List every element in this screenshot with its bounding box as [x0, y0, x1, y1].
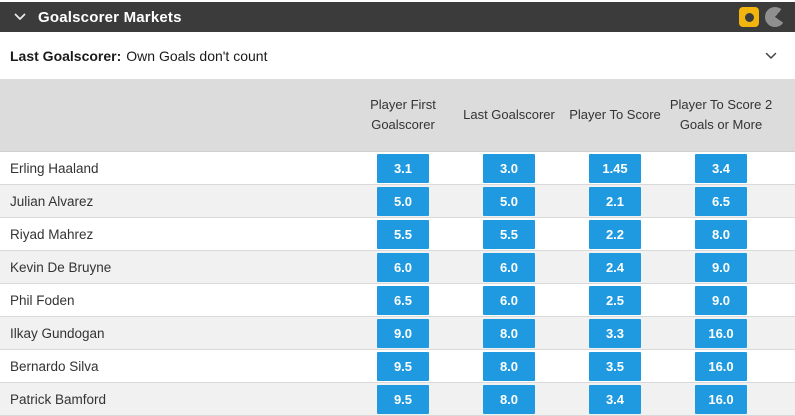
- odds-cell: 6.5: [668, 185, 774, 217]
- odds-button[interactable]: 16.0: [695, 384, 747, 414]
- table-row: Erling Haaland 3.1 3.0 1.45 3.4: [0, 152, 795, 185]
- odds-cell: 8.0: [456, 317, 562, 349]
- odds-button[interactable]: 3.3: [589, 318, 641, 348]
- odds-button[interactable]: 5.5: [483, 219, 535, 249]
- odds-cell: 3.0: [456, 152, 562, 184]
- column-header-4: Player To Score 2 Goals or More: [669, 97, 773, 132]
- expand-chevron-down-icon[interactable]: [765, 52, 777, 60]
- odds-button[interactable]: 8.0: [483, 384, 535, 414]
- odds-button[interactable]: 16.0: [695, 351, 747, 381]
- odds-cell: 16.0: [668, 350, 774, 382]
- subheader-label: Last Goalscorer:: [10, 47, 122, 64]
- odds-cell: 8.0: [668, 218, 774, 250]
- odds-button[interactable]: 9.5: [377, 384, 429, 414]
- odds-button[interactable]: 3.4: [695, 153, 747, 183]
- odds-button[interactable]: 2.2: [589, 219, 641, 249]
- odds-button[interactable]: 6.0: [483, 285, 535, 315]
- odds-button[interactable]: 9.0: [695, 285, 747, 315]
- odds-table-body: Erling Haaland 3.1 3.0 1.45 3.4 Julian Alvare…: [0, 152, 795, 416]
- player-name: Riyad Mahrez: [10, 226, 94, 242]
- top-strip: [0, 0, 795, 2]
- odds-cell: 1.45: [562, 152, 668, 184]
- ball-dot: [744, 12, 754, 22]
- odds-cell: 6.0: [456, 251, 562, 283]
- odds-cell: 3.5: [562, 350, 668, 382]
- odds-button[interactable]: 3.0: [483, 153, 535, 183]
- odds-cell: 5.5: [350, 218, 456, 250]
- odds-button[interactable]: 9.0: [377, 318, 429, 348]
- player-name: Erling Haaland: [10, 160, 99, 176]
- odds-button[interactable]: 8.0: [483, 318, 535, 348]
- header-icons: [739, 7, 785, 27]
- odds-cell: 2.4: [562, 251, 668, 283]
- odds-button[interactable]: 6.0: [377, 252, 429, 282]
- odds-button[interactable]: 6.5: [695, 186, 747, 216]
- odds-cell: 6.5: [350, 284, 456, 316]
- subheader-description: Own Goals don't count: [126, 47, 268, 64]
- odds-cell: 3.4: [562, 383, 668, 415]
- odds-cell: 5.0: [350, 185, 456, 217]
- table-row: Ilkay Gundogan 9.0 8.0 3.3 16.0: [0, 317, 795, 350]
- odds-cell: 9.5: [350, 383, 456, 415]
- odds-cell: 9.0: [668, 284, 774, 316]
- odds-cell: 6.0: [350, 251, 456, 283]
- odds-table-header: Player First Goalscorer Last Goalscorer Pl…: [0, 79, 795, 152]
- column-header-3: Player To Score: [569, 107, 661, 122]
- odds-button[interactable]: 2.4: [589, 252, 641, 282]
- odds-cell: 2.1: [562, 185, 668, 217]
- odds-button[interactable]: 1.45: [589, 153, 641, 183]
- odds-cell: 2.5: [562, 284, 668, 316]
- table-row: Patrick Bamford 9.5 8.0 3.4 16.0: [0, 383, 795, 416]
- odds-cell: 3.1: [350, 152, 456, 184]
- table-row: Riyad Mahrez 5.5 5.5 2.2 8.0: [0, 218, 795, 251]
- odds-button[interactable]: 5.0: [483, 186, 535, 216]
- odds-button[interactable]: 6.5: [377, 285, 429, 315]
- odds-cell: 6.0: [456, 284, 562, 316]
- odds-button[interactable]: 2.5: [589, 285, 641, 315]
- odds-cell: 9.0: [350, 317, 456, 349]
- column-header-1: Player First Goalscorer: [370, 97, 436, 132]
- market-header-bar[interactable]: Goalscorer Markets: [0, 2, 795, 32]
- pie-chart-icon[interactable]: [765, 7, 785, 27]
- odds-cell: 5.5: [456, 218, 562, 250]
- odds-button[interactable]: 5.0: [377, 186, 429, 216]
- odds-button[interactable]: 3.4: [589, 384, 641, 414]
- table-row: Bernardo Silva 9.5 8.0 3.5 16.0: [0, 350, 795, 383]
- market-subheader[interactable]: Last Goalscorer: Own Goals don't count: [0, 32, 795, 79]
- player-name: Ilkay Gundogan: [10, 325, 105, 341]
- odds-cell: 9.5: [350, 350, 456, 382]
- odds-button[interactable]: 6.0: [483, 252, 535, 282]
- odds-button[interactable]: 3.1: [377, 153, 429, 183]
- odds-cell: 5.0: [456, 185, 562, 217]
- player-name: Phil Foden: [10, 292, 75, 308]
- odds-button[interactable]: 3.5: [589, 351, 641, 381]
- player-name: Kevin De Bruyne: [10, 259, 112, 275]
- column-header-2: Last Goalscorer: [463, 107, 555, 122]
- odds-button[interactable]: 16.0: [695, 318, 747, 348]
- odds-cell: 3.4: [668, 152, 774, 184]
- odds-cell: 16.0: [668, 383, 774, 415]
- table-row: Julian Alvarez 5.0 5.0 2.1 6.5: [0, 185, 795, 218]
- odds-cell: 8.0: [456, 350, 562, 382]
- market-title: Goalscorer Markets: [38, 8, 182, 26]
- table-row: Phil Foden 6.5 6.0 2.5 9.0: [0, 284, 795, 317]
- odds-cell: 9.0: [668, 251, 774, 283]
- table-row: Kevin De Bruyne 6.0 6.0 2.4 9.0: [0, 251, 795, 284]
- odds-button[interactable]: 9.0: [695, 252, 747, 282]
- player-name: Bernardo Silva: [10, 358, 99, 374]
- odds-cell: 2.2: [562, 218, 668, 250]
- odds-button[interactable]: 9.5: [377, 351, 429, 381]
- ball-toggle-icon[interactable]: [739, 7, 759, 27]
- collapse-chevron-down-icon[interactable]: [14, 13, 26, 21]
- odds-button[interactable]: 8.0: [695, 219, 747, 249]
- odds-cell: 8.0: [456, 383, 562, 415]
- odds-cell: 16.0: [668, 317, 774, 349]
- player-name: Patrick Bamford: [10, 391, 107, 407]
- player-name: Julian Alvarez: [10, 193, 94, 209]
- odds-button[interactable]: 8.0: [483, 351, 535, 381]
- odds-cell: 3.3: [562, 317, 668, 349]
- odds-button[interactable]: 2.1: [589, 186, 641, 216]
- odds-button[interactable]: 5.5: [377, 219, 429, 249]
